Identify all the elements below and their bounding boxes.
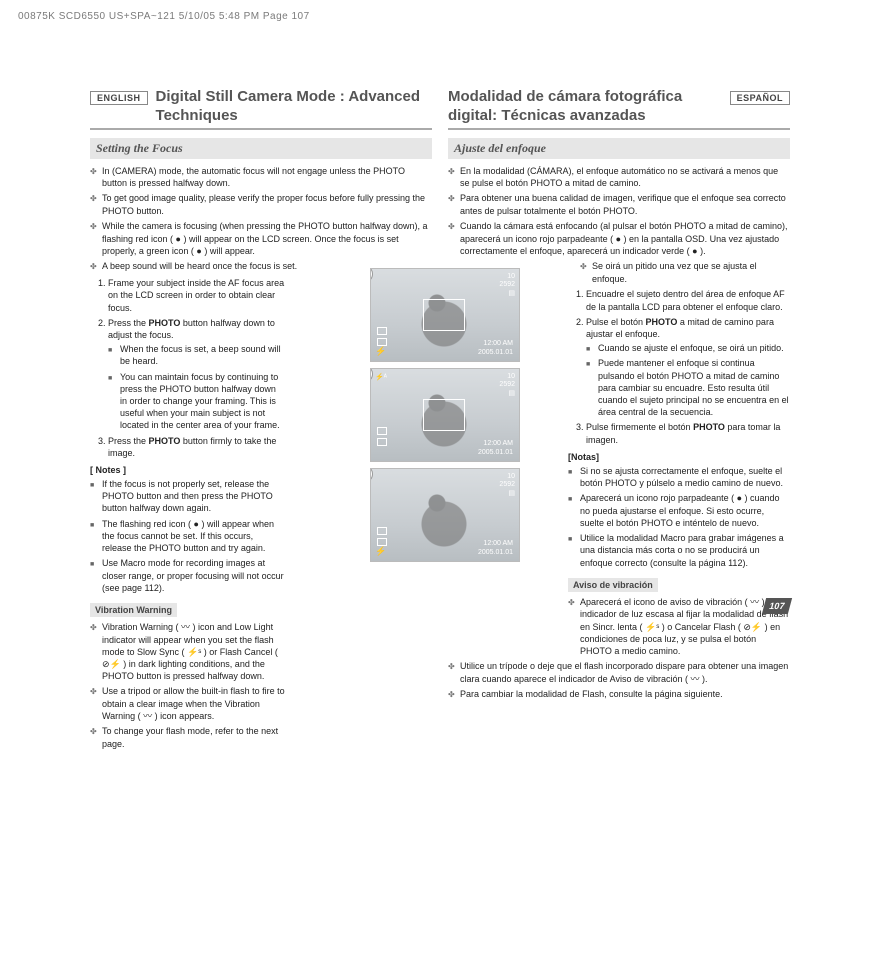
vib-item: To change your flash mode, refer to the … [102,725,285,750]
intro-item: While the camera is focusing (when press… [102,220,432,257]
intro-sub-right: Se oirá un pitido una vez que se ajusta … [568,260,790,285]
lang-tag-english: ENGLISH [90,91,148,105]
rule [448,128,790,130]
step: Frame your subject inside the AF focus a… [108,277,285,313]
vib-item: Aparecerá el icono de aviso de vibración… [580,596,790,657]
step: Pulse firmemente el botón PHOTO para tom… [586,421,790,445]
figure-3: 3 102592▤ 12:00 AM2005.01.01 ⚡ [370,468,520,562]
note: Use Macro mode for recording images at c… [102,557,285,594]
figure-2: 2 ⚡ᴬ 102592▤ 12:00 AM2005.01.01 [370,368,520,462]
step: Press the PHOTO button halfway down to a… [108,317,285,432]
vib-item: Vibration Warning ( 〰 ) icon and Low Lig… [102,621,285,682]
title-english: Digital Still Camera Mode : Advanced Tec… [156,88,432,126]
steps-right: Encuadre el sujeto dentro del área de en… [568,288,790,445]
notes-right: Si no se ajusta correctamente el enfoque… [568,465,790,569]
substep: You can maintain focus by continuing to … [120,371,285,432]
print-header: 00875K SCD6550 US+SPA~121 5/10/05 5:48 P… [18,11,310,22]
note: Si no se ajusta correctamente el enfoque… [580,465,790,490]
intro-item: Para obtener una buena calidad de imagen… [460,192,790,217]
intro-item: En la modalidad (CÁMARA), el enfoque aut… [460,165,790,190]
note: If the focus is not properly set, releas… [102,478,285,515]
intro-item: Cuando la cámara está enfocando (al puls… [460,220,790,257]
steps-left: Frame your subject inside the AF focus a… [90,277,285,459]
vibration-list-right: Aparecerá el icono de aviso de vibración… [568,596,790,657]
notes-heading-right: [Notas] [568,452,790,462]
section-title-left: Setting the Focus [90,138,432,159]
rule [90,128,432,130]
figure-1: 1 102592▤ 12:00 AM2005.01.01 ⚡ [370,268,520,362]
section-title-right: Ajuste del enfoque [448,138,790,159]
note: The flashing red icon ( ● ) will appear … [102,518,285,555]
vibration-list-left: Vibration Warning ( 〰 ) icon and Low Lig… [90,621,285,750]
vibration-heading-left: Vibration Warning [90,603,177,617]
note: Utilice la modalidad Macro para grabar i… [580,532,790,569]
intro-list-right: En la modalidad (CÁMARA), el enfoque aut… [448,165,790,258]
figure-column: 1 102592▤ 12:00 AM2005.01.01 ⚡ 2 ⚡ᴬ 1025… [370,268,520,562]
figure-badge: 1 [370,268,373,283]
substep: Puede mantener el enfoque si continua pu… [598,357,790,418]
notes-heading-left: [ Notes ] [90,465,285,475]
figure-badge: 3 [370,468,373,483]
intro-sub-item: Se oirá un pitido una vez que se ajusta … [592,260,790,285]
substep: When the focus is set, a beep sound will… [120,343,285,368]
vib-item: Use a tripod or allow the built-in flash… [102,685,285,722]
note: Aparecerá un icono rojo parpadeante ( ● … [580,492,790,529]
page-number: 107 [762,598,792,614]
intro-item: To get good image quality, please verify… [102,192,432,217]
page-content: ENGLISH Digital Still Camera Mode : Adva… [90,88,790,753]
vibration-list-right-wide: Utilice un trípode o deje que el flash i… [448,660,790,701]
lang-tag-spanish: ESPAÑOL [730,91,790,105]
intro-item: In (CAMERA) mode, the automatic focus wi… [102,165,432,190]
vib-item: Para cambiar la modalidad de Flash, cons… [460,688,790,701]
step: Encuadre el sujeto dentro del área de en… [586,288,790,312]
step: Press the PHOTO button firmly to take th… [108,435,285,459]
notes-left: If the focus is not properly set, releas… [90,478,285,594]
vibration-heading-right: Aviso de vibración [568,578,658,592]
figure-badge: 2 [370,368,373,383]
vib-item: Utilice un trípode o deje que el flash i… [460,660,790,685]
substep: Cuando se ajuste el enfoque, se oirá un … [598,342,790,354]
step: Pulse el botón PHOTO a mitad de camino p… [586,316,790,419]
title-spanish: Modalidad de cámara fotográfica digital:… [448,88,722,126]
intro-list-left: In (CAMERA) mode, the automatic focus wi… [90,165,432,274]
